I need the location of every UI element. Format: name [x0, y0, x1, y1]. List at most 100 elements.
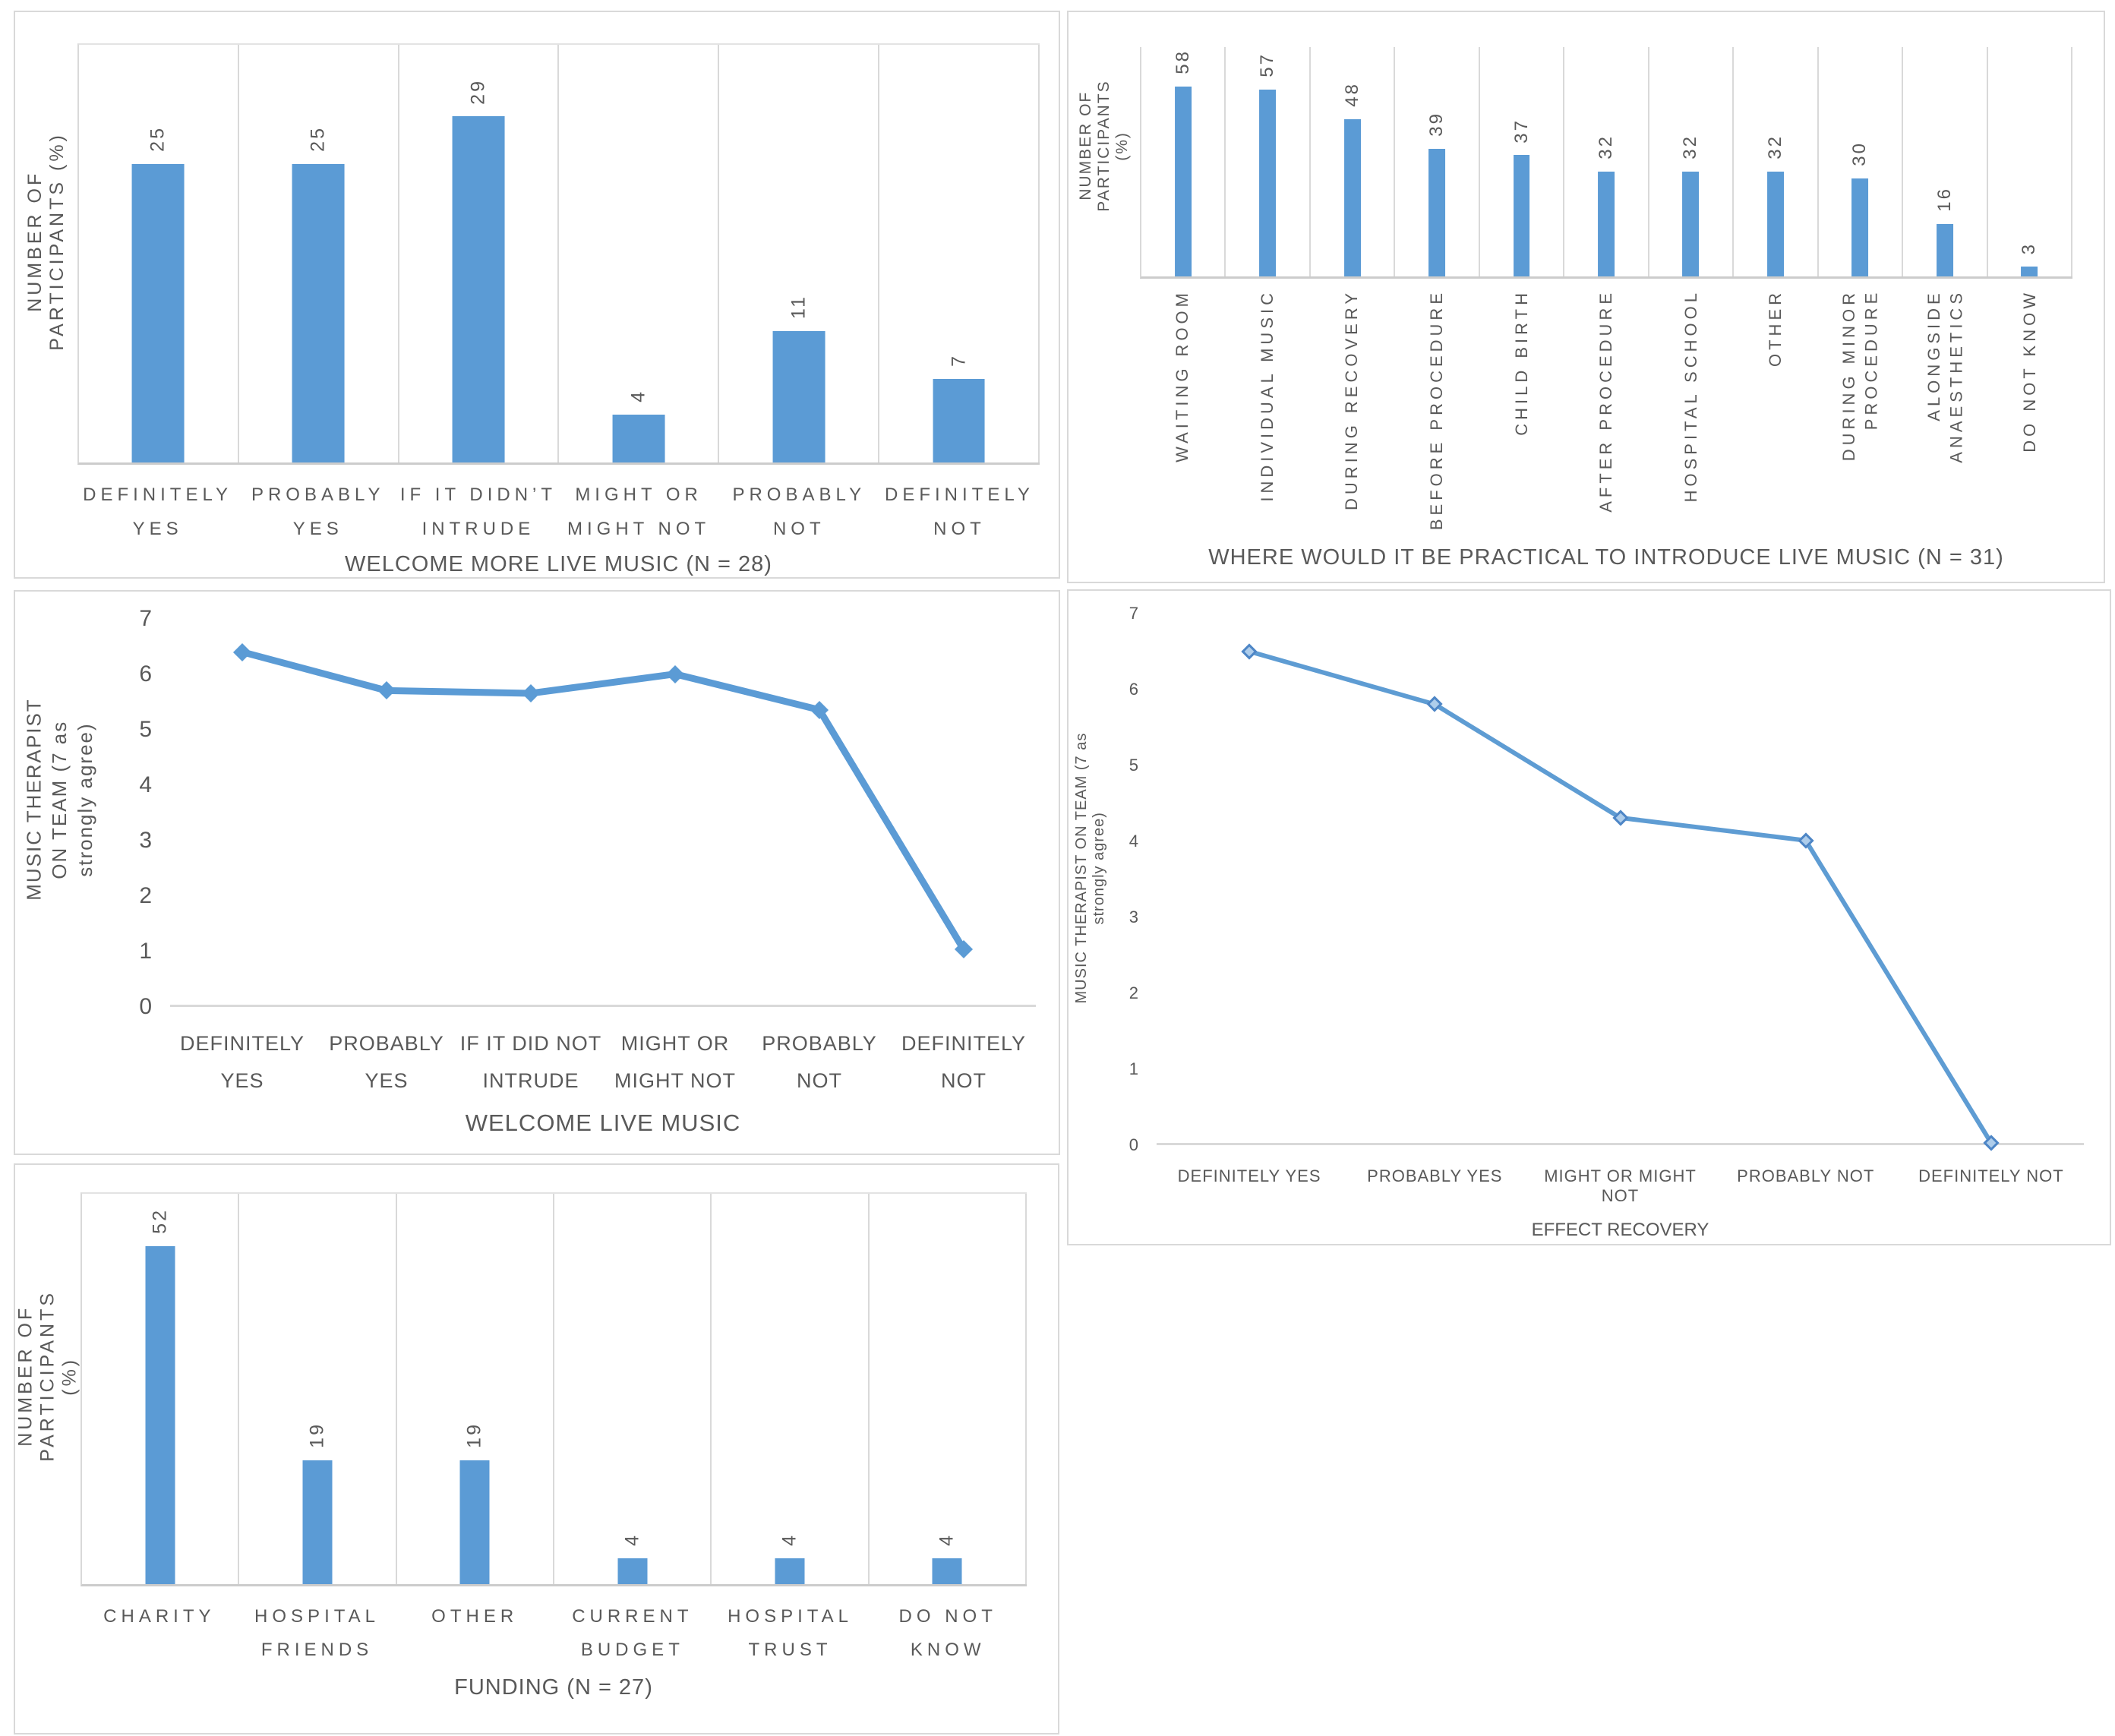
- bar: [1259, 90, 1277, 276]
- bar: [1513, 155, 1530, 276]
- x-category-label: DEFINITELY NOT: [901, 1032, 1027, 1092]
- y-tick-label: 7: [1129, 604, 1138, 623]
- bar-value-label: 7: [948, 354, 970, 368]
- y-tick-label: 4: [1129, 832, 1138, 851]
- y-axis-title: MUSIC THERAPIST ON TEAM (7 as strongly a…: [1073, 732, 1107, 1004]
- x-category-label-text: DO NOT KNOW: [2020, 289, 2040, 453]
- x-category-label-text: DURING RECOVERY: [1342, 289, 1362, 510]
- y-axis: NUMBER OF PARTICIPANTS (%): [1069, 12, 1140, 279]
- line-chart-welcome-live-music: MUSIC THERAPIST ON TEAM (7 as strongly a…: [15, 592, 1059, 1154]
- x-category-label: PROBABLY NOT: [762, 1032, 877, 1092]
- x-category-label: PROBABLY YES: [251, 485, 385, 539]
- bar-value-label: 25: [307, 126, 329, 153]
- x-category-label: IF IT DIDN’T INTRUDE: [399, 485, 557, 539]
- bar-chart-welcome-more-live-music: NUMBER OF PARTICIPANTS (%) 25 25 29 4 11 7 DE…: [15, 12, 1059, 577]
- bar-value-label: 4: [627, 390, 649, 403]
- x-category-label: HOSPITAL TRUST: [728, 1606, 853, 1661]
- y-tick-label: 2: [1129, 983, 1138, 1002]
- y-axis: NUMBER OF PARTICIPANTS (%): [15, 12, 77, 470]
- category-cell: 19: [397, 1194, 554, 1584]
- y-axis: MUSIC THERAPIST ON TEAM (7 as strongly a…: [1069, 591, 1113, 1145]
- bar: [1936, 223, 1953, 276]
- x-category-label: INDIVIDUAL MUSIC: [1225, 279, 1310, 541]
- x-category-label-text: WAITING ROOM: [1172, 289, 1192, 462]
- plot-area: 52 19 19 4 4 4: [80, 1192, 1027, 1586]
- x-category-label-text: CHILD BIRTH: [1511, 289, 1531, 436]
- bar-value-label: 32: [1764, 134, 1785, 159]
- category-cell: 48: [1311, 47, 1396, 276]
- bar-value-label: 4: [621, 1532, 643, 1546]
- x-category-label: DO NOT KNOW: [1987, 279, 2072, 541]
- y-axis: MUSIC THERAPIST ON TEAM (7 as strongly a…: [15, 592, 105, 1007]
- y-tick-label: 1: [139, 939, 152, 964]
- bar-value-label: 30: [1849, 140, 1870, 166]
- bar: [1851, 178, 1869, 276]
- x-category-label: DEFINITELY YES: [1177, 1166, 1321, 1185]
- bar: [1343, 118, 1361, 276]
- y-axis-title: NUMBER OF PARTICIPANTS (%): [1077, 79, 1131, 212]
- category-cell: 29: [399, 45, 560, 463]
- bar: [932, 1558, 962, 1584]
- bar-value-label: 32: [1680, 134, 1701, 159]
- category-cell: 7: [879, 45, 1040, 463]
- x-category-label-text: HOSPITAL SCHOOL: [1681, 289, 1700, 503]
- category-cell: 52: [82, 1194, 240, 1584]
- panel-where-practical: NUMBER OF PARTICIPANTS (%) 58 57 48 39 37 32 3…: [1067, 11, 2105, 583]
- bar-chart-where-practical: NUMBER OF PARTICIPANTS (%) 58 57 48 39 37 32 3…: [1069, 12, 2104, 582]
- x-category-label: PROBABLY YES: [329, 1032, 444, 1092]
- bar-value-label: 19: [306, 1422, 328, 1449]
- bar: [459, 1460, 490, 1584]
- bar: [933, 379, 985, 463]
- bar: [775, 1558, 805, 1584]
- x-category-label: MIGHT OR MIGHT NOT: [1544, 1166, 1697, 1205]
- y-tick-labels: 0 1 2 3 4 5 6 7: [1113, 604, 1157, 1154]
- y-axis-title: MUSIC THERAPIST ON TEAM (7 as strongly a…: [22, 698, 96, 901]
- x-axis-title: FUNDING (N = 27): [454, 1674, 653, 1700]
- y-tick-labels: 0 1 2 3 4 5 6 7: [105, 606, 170, 1019]
- category-cell: 4: [559, 45, 720, 463]
- x-category-label: DURING MINOR PROCEDURE: [1818, 279, 1903, 541]
- bar-value-label: 48: [1341, 82, 1362, 107]
- x-category-label-text: INDIVIDUAL MUSIC: [1257, 289, 1277, 502]
- bar: [145, 1245, 175, 1584]
- y-tick-label: 6: [139, 661, 152, 687]
- category-cell: 39: [1395, 47, 1480, 276]
- bar: [617, 1558, 648, 1584]
- bar-value-label: 37: [1510, 118, 1532, 144]
- bar-value-label: 29: [467, 78, 489, 105]
- bar: [292, 164, 345, 463]
- x-category-label: DEFINITELY YES: [179, 1032, 305, 1092]
- x-category-label-text: DURING MINOR PROCEDURE: [1839, 289, 1881, 462]
- category-cell: 25: [79, 45, 239, 463]
- x-category-label: WAITING ROOM: [1140, 279, 1225, 541]
- x-axis-labels: DEFINITELY YES PROBABLY YES IF IT DIDN’T I…: [77, 465, 1040, 546]
- x-category-label: CHILD BIRTH: [1479, 279, 1564, 541]
- x-axis-title: WELCOME MORE LIVE MUSIC (N = 28): [345, 552, 772, 576]
- category-cell: 32: [1564, 47, 1649, 276]
- y-tick-label: 0: [1129, 1135, 1138, 1154]
- line-series: [1157, 614, 2084, 1143]
- y-axis-title: NUMBER OF PARTICIPANTS (%): [24, 131, 68, 351]
- category-cell: 58: [1141, 47, 1226, 276]
- y-tick-label: 6: [1129, 680, 1138, 699]
- y-tick-label: 3: [139, 828, 152, 853]
- y-tick-label: 5: [1129, 756, 1138, 775]
- line-chart-effect-recovery: MUSIC THERAPIST ON TEAM (7 as strongly a…: [1069, 591, 2110, 1244]
- x-category-label: IF IT DID NOT INTRUDE: [459, 1032, 602, 1092]
- bar-value-label: 4: [778, 1532, 800, 1546]
- x-category-label: AFTER PROCEDURE: [1564, 279, 1649, 541]
- y-tick-label: 0: [139, 994, 152, 1019]
- x-category-label: OTHER: [1733, 279, 1818, 541]
- x-axis-labels: WAITING ROOM INDIVIDUAL MUSIC DURING RECOV…: [1140, 279, 2072, 541]
- plot-area: [1157, 614, 2084, 1145]
- line-series: [170, 619, 1036, 1005]
- y-tick-label: 7: [139, 606, 152, 631]
- bar-value-label: 3: [2019, 241, 2040, 255]
- x-category-label-text: ALONGSIDE ANAESTHETICS: [1924, 289, 1966, 463]
- bar-value-label: 57: [1257, 52, 1278, 78]
- x-category-label: DO NOT KNOW: [898, 1606, 997, 1661]
- x-category-label: ALONGSIDE ANAESTHETICS: [1903, 279, 1988, 541]
- bar: [2021, 267, 2038, 276]
- bar-value-label: 58: [1172, 49, 1193, 74]
- y-tick-label: 3: [1129, 907, 1138, 926]
